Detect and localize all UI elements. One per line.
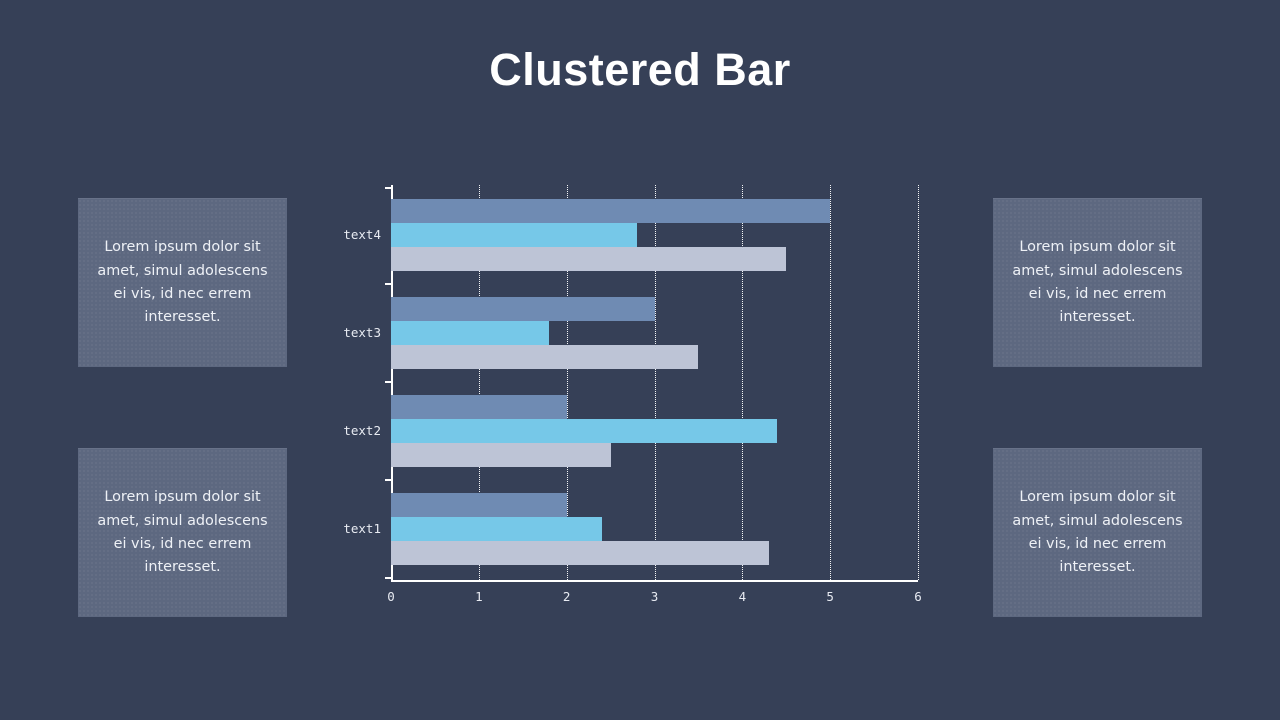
category-label-text2: text2	[343, 423, 381, 438]
bar	[391, 493, 567, 517]
info-card-bottom-right: Lorem ipsum dolor sit amet, simul adoles…	[993, 448, 1202, 617]
x-tick-label: 0	[387, 589, 395, 604]
y-axis-tick	[385, 381, 391, 383]
bar	[391, 321, 550, 345]
plot-area: text4 text3 text2 text1 0 1 2 3 4 5 6	[343, 185, 922, 604]
x-tick-label: 2	[562, 589, 571, 604]
gridline	[654, 185, 656, 580]
info-card-text: Lorem ipsum dolor sit amet, simul adoles…	[1012, 239, 1183, 326]
bar	[391, 297, 655, 321]
bar	[391, 541, 769, 565]
info-card-text: Lorem ipsum dolor sit amet, simul adoles…	[97, 489, 268, 576]
info-card-text: Lorem ipsum dolor sit amet, simul adoles…	[1012, 489, 1183, 576]
bar	[391, 199, 831, 223]
bar	[391, 247, 787, 271]
bar	[391, 419, 778, 443]
x-tick-label: 5	[826, 589, 834, 604]
gridline	[566, 185, 568, 580]
clustered-bar-chart: text4 text3 text2 text1 0 1 2 3 4 5 6	[340, 178, 940, 613]
info-card-top-right: Lorem ipsum dolor sit amet, simul adoles…	[993, 198, 1202, 367]
category-label-text4: text4	[343, 227, 381, 242]
x-tick-label: 6	[914, 589, 922, 604]
bar	[391, 223, 637, 247]
bar	[391, 443, 611, 467]
category-label-text3: text3	[343, 325, 381, 340]
y-axis-line	[391, 185, 393, 580]
gridline	[742, 185, 744, 580]
category-label-text1: text1	[343, 521, 381, 536]
y-axis-tick	[385, 283, 391, 285]
x-tick-label: 1	[475, 589, 483, 604]
x-axis-line	[391, 580, 918, 582]
info-card-text: Lorem ipsum dolor sit amet, simul adoles…	[97, 239, 268, 326]
gridline	[830, 185, 832, 580]
bar	[391, 345, 699, 369]
x-tick-label: 3	[650, 589, 659, 604]
y-axis-tick	[385, 479, 391, 481]
gridline	[918, 185, 919, 580]
info-card-top-left: Lorem ipsum dolor sit amet, simul adoles…	[78, 198, 287, 367]
gridline	[478, 185, 480, 580]
bar	[391, 517, 602, 541]
info-card-bottom-left: Lorem ipsum dolor sit amet, simul adoles…	[78, 448, 287, 617]
page-title: Clustered Bar	[489, 44, 791, 95]
y-axis-tick	[385, 577, 391, 579]
y-axis-tick	[385, 187, 391, 189]
bar	[391, 395, 567, 419]
x-tick-label: 4	[738, 589, 747, 604]
